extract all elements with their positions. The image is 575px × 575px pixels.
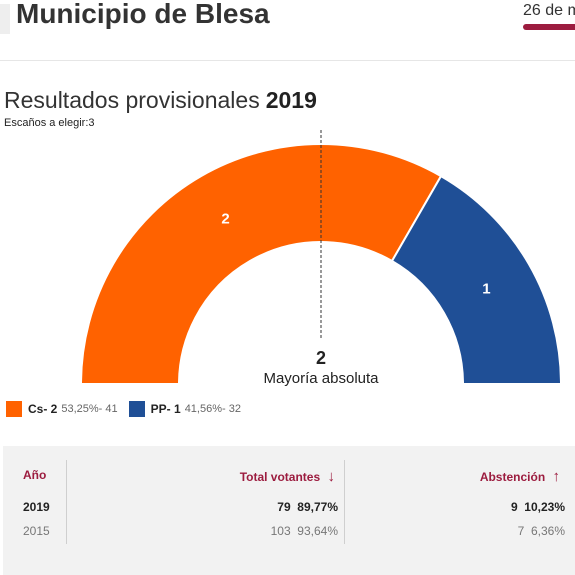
legend-detail-cs: 53,25%- 41 bbox=[61, 403, 118, 415]
majority-seats: 2 bbox=[315, 348, 326, 368]
col-header-total-voters[interactable]: Total votantes ↓ bbox=[240, 468, 335, 485]
legend-party-cs: Cs- 2 bbox=[28, 402, 58, 416]
legend-item-pp: PP- 1 41,56%- 32 bbox=[128, 401, 241, 417]
voters-count: 103 bbox=[270, 524, 291, 538]
voters-percent: 93,64% bbox=[297, 524, 338, 538]
segment-seat-label-cs: 2 bbox=[221, 211, 229, 228]
row-voters: 79 89,77% bbox=[277, 500, 338, 514]
row-voters: 103 93,64% bbox=[271, 524, 338, 538]
col-header-abstention[interactable]: Abstención ↑ bbox=[480, 468, 560, 485]
results-year: 2019 bbox=[265, 87, 317, 113]
results-title-text: Resultados provisionales bbox=[4, 87, 260, 113]
column-divider bbox=[344, 460, 345, 544]
abstention-count: 9 bbox=[510, 500, 518, 514]
voters-percent: 89,77% bbox=[297, 500, 338, 514]
row-abstention: 9 10,23% bbox=[511, 500, 565, 514]
chart-legend: Cs- 2 53,25%- 41 PP- 1 41,56%- 32 bbox=[6, 401, 249, 420]
abstention-percent: 10,23% bbox=[524, 500, 565, 514]
results-heading: Resultados provisionales 2019 bbox=[4, 87, 317, 114]
row-year: 2019 bbox=[23, 500, 50, 514]
header-left-accent bbox=[0, 4, 10, 34]
legend-item-cs: Cs- 2 53,25%- 41 bbox=[6, 401, 118, 417]
abstention-count: 7 bbox=[517, 524, 525, 538]
hemicycle-segment-pp[interactable] bbox=[390, 174, 563, 385]
abstention-label: Abstención bbox=[479, 470, 546, 484]
segment-seat-label-pp: 1 bbox=[482, 281, 490, 298]
page-title: Municipio de Blesa bbox=[16, 0, 270, 29]
date-tab-underline bbox=[523, 24, 575, 30]
seats-to-elect: Escaños a elegir:3 bbox=[4, 117, 95, 129]
date-tab[interactable]: 26 de m bbox=[523, 2, 575, 19]
header-bar bbox=[0, 0, 575, 61]
legend-swatch-cs bbox=[6, 401, 22, 417]
abstention-percent: 6,36% bbox=[530, 524, 565, 538]
hemicycle-chart: 21 bbox=[79, 130, 563, 385]
turnout-table: Año Total votantes ↓ Abstención ↑ 2019 7… bbox=[3, 446, 575, 575]
sort-down-arrow-icon[interactable]: ↓ bbox=[327, 468, 336, 485]
voters-count: 79 bbox=[277, 500, 291, 514]
legend-party-pp: PP- 1 bbox=[150, 402, 181, 416]
legend-swatch-pp bbox=[128, 401, 145, 417]
col-header-year[interactable]: Año bbox=[23, 468, 47, 482]
total-voters-label: Total votantes bbox=[239, 470, 321, 484]
row-abstention: 7 6,36% bbox=[518, 524, 565, 538]
hemicycle-segment-cs[interactable] bbox=[79, 143, 443, 385]
sort-up-arrow-icon[interactable]: ↑ bbox=[552, 468, 561, 485]
column-divider bbox=[66, 460, 67, 544]
legend-detail-pp: 41,56%- 32 bbox=[184, 403, 241, 415]
majority-label: Mayoría absoluta bbox=[263, 370, 379, 387]
row-year: 2015 bbox=[23, 524, 50, 538]
